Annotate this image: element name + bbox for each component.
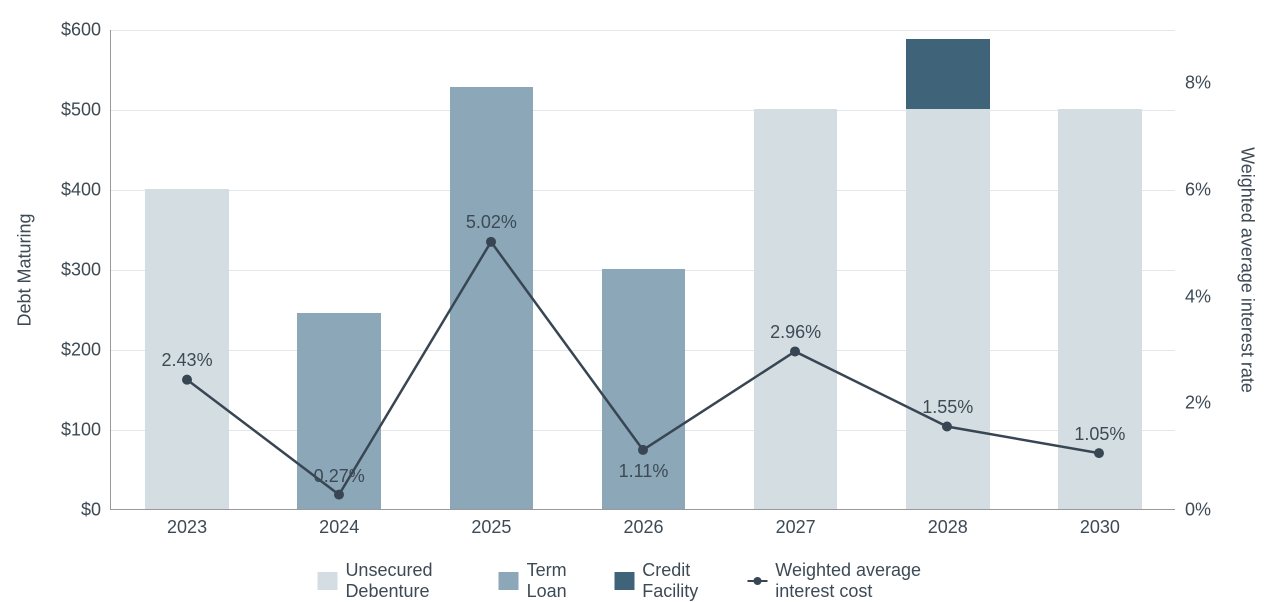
legend-swatch	[614, 572, 634, 590]
y-left-tick: $400	[61, 180, 111, 201]
interest-label: 1.05%	[1074, 424, 1125, 445]
line-overlay	[111, 30, 1175, 509]
y-right-tick: 4%	[1175, 286, 1211, 307]
legend-label: Term Loan	[527, 560, 587, 602]
y-left-tick: $0	[81, 500, 111, 521]
interest-label: 2.96%	[770, 322, 821, 343]
interest-marker	[334, 490, 344, 500]
interest-marker	[182, 375, 192, 385]
interest-marker	[638, 445, 648, 455]
x-tick: 2024	[319, 509, 359, 538]
legend-swatch	[318, 572, 338, 590]
y-left-tick: $500	[61, 100, 111, 121]
interest-label: 1.11%	[619, 461, 669, 482]
y-left-tick: $300	[61, 260, 111, 281]
x-tick: 2028	[928, 509, 968, 538]
y-right-tick: 2%	[1175, 393, 1211, 414]
interest-label: 0.27%	[314, 466, 365, 487]
legend-label: Weighted average interest cost	[775, 560, 952, 602]
legend-swatch	[499, 572, 519, 590]
y-right-tick: 6%	[1175, 180, 1211, 201]
y-axis-right-label: Weighted average interest rate	[1237, 147, 1258, 393]
y-axis-left-label: Debt Maturing	[15, 213, 36, 326]
interest-marker	[790, 346, 800, 356]
x-tick: 2030	[1080, 509, 1120, 538]
plot-area: $0$100$200$300$400$500$6000%2%4%6%8%2023…	[110, 30, 1175, 510]
x-tick: 2023	[167, 509, 207, 538]
legend-item-term_loan: Term Loan	[499, 560, 587, 602]
legend-item-credit_facility: Credit Facility	[614, 560, 719, 602]
legend: Unsecured Debenture Term Loan Credit Facil…	[318, 560, 953, 602]
legend-label: Unsecured Debenture	[345, 560, 470, 602]
interest-label: 1.55%	[922, 397, 973, 418]
x-tick: 2026	[623, 509, 663, 538]
y-right-tick: 0%	[1175, 500, 1211, 521]
x-tick: 2025	[471, 509, 511, 538]
legend-item-line: Weighted average interest cost	[747, 560, 952, 602]
interest-marker	[1094, 448, 1104, 458]
y-right-tick: 8%	[1175, 73, 1211, 94]
debt-maturity-chart: $0 $100 $200 $300 $400 $500 $600 0% 2% 4% 6% 8% 2023…	[0, 0, 1270, 600]
interest-line	[187, 242, 1099, 495]
y-left-tick: $200	[61, 340, 111, 361]
interest-label: 5.02%	[466, 212, 517, 233]
interest-marker	[942, 422, 952, 432]
legend-label: Credit Facility	[642, 560, 719, 602]
interest-label: 2.43%	[162, 350, 213, 371]
y-left-tick: $600	[61, 20, 111, 41]
legend-item-unsecured: Unsecured Debenture	[318, 560, 471, 602]
legend-line-icon	[747, 572, 767, 590]
x-tick: 2027	[776, 509, 816, 538]
y-left-tick: $100	[61, 420, 111, 441]
interest-marker	[486, 237, 496, 247]
